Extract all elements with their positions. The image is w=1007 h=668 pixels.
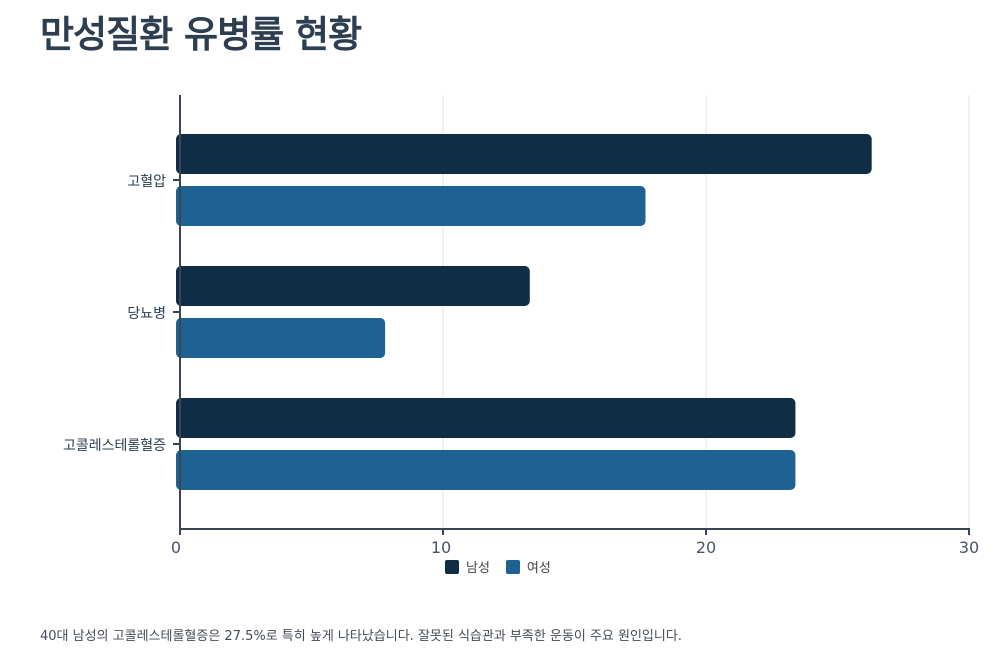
chart-caption: 40대 남성의 고콜레스테롤혈증은 27.5%로 특히 높게 나타났습니다. 잘… — [40, 629, 682, 644]
legend-swatch-female — [505, 559, 520, 574]
bar-0-male[interactable] — [176, 134, 872, 174]
bar-1-male[interactable] — [176, 266, 530, 306]
legend-item-male[interactable]: 남성 — [445, 557, 490, 576]
legend-swatch-male — [445, 559, 459, 574]
y-label-hypertension: 고혈압 — [127, 174, 166, 190]
legend-label-female: 여성 — [526, 561, 551, 576]
x-tick-30: 30 — [958, 538, 980, 557]
bar-chart — [173, 95, 970, 535]
bar-1-female[interactable] — [176, 318, 386, 358]
y-label-diabetes: 당뇨병 — [127, 306, 166, 322]
bar-0-female[interactable] — [176, 186, 646, 226]
bars — [176, 134, 872, 490]
legend-label-male: 남성 — [466, 561, 490, 576]
bar-2-male[interactable] — [176, 398, 796, 438]
x-tick-0: 0 — [170, 538, 182, 557]
legend-item-female[interactable]: 여성 — [505, 557, 551, 576]
legend: 남성 여성 — [445, 557, 551, 576]
page-title: 만성질환 유병률 현황 — [40, 13, 362, 56]
x-tick-10: 10 — [430, 538, 452, 557]
x-tick-20: 20 — [695, 538, 717, 557]
y-label-hypercholesterolemia: 고콜레스테롤혈증 — [62, 438, 166, 454]
bar-2-female[interactable] — [176, 450, 796, 490]
